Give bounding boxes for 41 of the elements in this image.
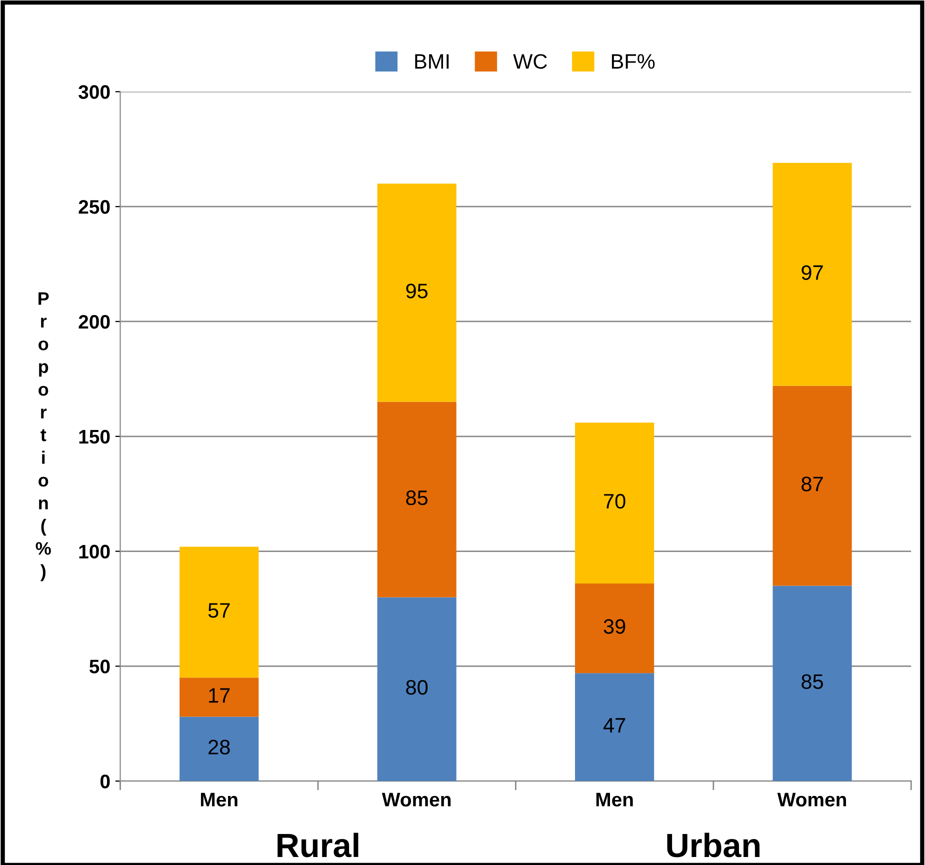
- data-label: 39: [604, 619, 626, 634]
- data-label: 17: [209, 688, 230, 703]
- y-tick-label: 50: [90, 660, 110, 674]
- bar: [575, 673, 654, 782]
- text: Urban: [667, 832, 760, 858]
- x-tick-label: Men: [200, 792, 238, 806]
- legend-label: WC: [513, 54, 547, 69]
- bar: [377, 184, 456, 402]
- x-tick-label: Women: [777, 792, 846, 806]
- bar: [575, 422, 654, 584]
- bar: [180, 678, 259, 717]
- data-label: 85: [406, 490, 428, 506]
- y-tick-label: 150: [79, 430, 110, 444]
- data-label: 85: [802, 674, 823, 690]
- data-label: 95: [406, 284, 428, 298]
- legend-label: BMI: [415, 54, 449, 69]
- text: Proportion (%): [36, 292, 51, 582]
- bar: [377, 597, 456, 782]
- bar: [772, 162, 852, 386]
- bar: [180, 546, 259, 678]
- data-label: 28: [208, 740, 230, 755]
- bar: [772, 386, 852, 586]
- text: Rural: [278, 832, 358, 858]
- bar: [180, 716, 259, 782]
- data-label: 97: [802, 265, 823, 280]
- bar: [772, 586, 852, 782]
- y-tick-label: 0: [100, 774, 110, 788]
- y-tick-label: 250: [78, 200, 110, 214]
- data-label: 80: [406, 680, 428, 695]
- legend-label: BF%: [612, 54, 655, 69]
- y-tick-label: 300: [78, 85, 110, 99]
- data-label: 70: [604, 494, 626, 509]
- bar: [377, 402, 456, 598]
- y-tick-label: 100: [79, 544, 110, 559]
- data-label: 57: [208, 603, 230, 618]
- x-tick-label: Men: [596, 792, 633, 806]
- bar: [575, 583, 654, 674]
- y-tick-label: 200: [78, 314, 110, 329]
- data-label: 47: [603, 718, 626, 732]
- data-label: 87: [802, 476, 823, 492]
- x-tick-label: Women: [382, 792, 451, 806]
